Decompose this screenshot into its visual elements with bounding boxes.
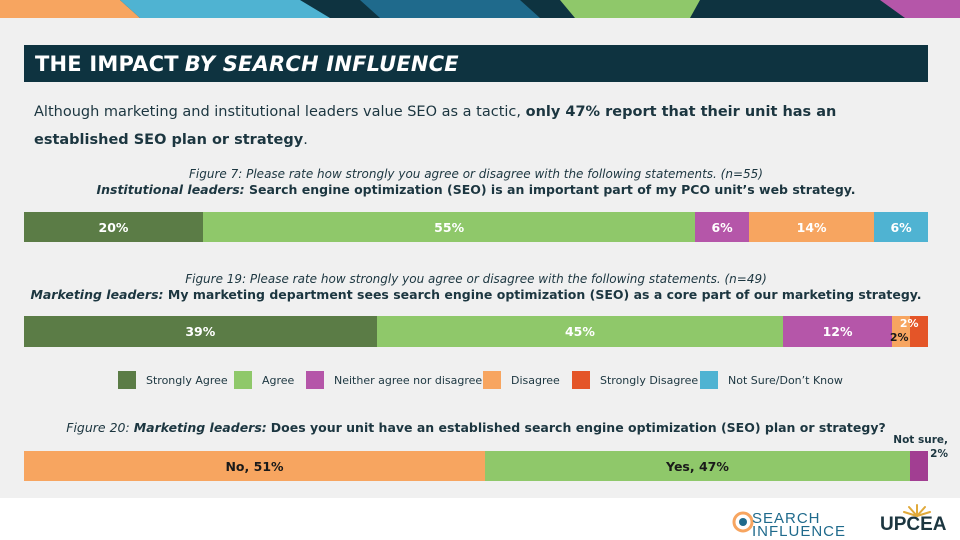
bar-data-label: 14% bbox=[796, 219, 827, 235]
figure-7-subject: Institutional leaders: bbox=[96, 182, 245, 197]
bar-data-label: 55% bbox=[434, 219, 465, 235]
legend-swatch bbox=[572, 371, 590, 389]
legend-swatch bbox=[306, 371, 324, 389]
bar-segment-yes: Yes, 47% bbox=[485, 451, 910, 481]
bar-data-label: 6% bbox=[711, 219, 733, 235]
legend-label: Strongly Agree bbox=[146, 373, 228, 387]
page-title: THE IMPACT BY SEARCH INFLUENCE bbox=[24, 45, 928, 82]
bar-data-label: No, 51% bbox=[225, 458, 284, 474]
legend-item: Agree bbox=[234, 371, 294, 389]
bar-data-label: 20% bbox=[98, 219, 129, 235]
legend-swatch bbox=[118, 371, 136, 389]
legend-swatch bbox=[234, 371, 252, 389]
legend-label: Not Sure/Don’t Know bbox=[728, 373, 843, 387]
search-influence-logo: SEARCH INFLUENCE bbox=[752, 510, 847, 540]
search-influence-logo-icon bbox=[732, 511, 754, 533]
bar-segment-neither-agree-nor-disagree: 12% bbox=[783, 316, 892, 347]
legend-item: Strongly Agree bbox=[118, 371, 228, 389]
title-main: THE IMPACT bbox=[35, 51, 179, 76]
legend-item: Not Sure/Don’t Know bbox=[700, 371, 843, 389]
bar-data-label: 6% bbox=[890, 219, 912, 235]
bar-data-label: 45% bbox=[564, 324, 595, 339]
bar-data-label-strongly-disagree: 2% bbox=[899, 317, 919, 330]
legend-label: Disagree bbox=[511, 373, 560, 387]
figure-20-prefix: Figure 20: bbox=[66, 420, 130, 435]
bar-segment-neither-agree-nor-disagree: 6% bbox=[695, 212, 749, 242]
logo-search-word: SEARCH bbox=[752, 510, 821, 527]
top-decorative-stripe bbox=[0, 0, 960, 18]
intro-plain: Although marketing and institutional lea… bbox=[34, 104, 526, 120]
figure-7-statement: Institutional leaders: Search engine opt… bbox=[24, 182, 928, 198]
bar-segment-strongly-agree: 39% bbox=[24, 316, 377, 347]
bar-data-label: Yes, 47% bbox=[666, 458, 729, 474]
bar-segment-not-sure-don-t-know: 6% bbox=[874, 212, 928, 242]
bar-segment-disagree bbox=[891, 316, 910, 347]
legend: Strongly Agree Agree Neither agree nor dis… bbox=[0, 371, 960, 391]
figure-20-bar: No, 51% Yes, 47% bbox=[24, 451, 928, 481]
bar-data-label: 12% bbox=[822, 324, 853, 339]
intro-paragraph: Although marketing and institutional lea… bbox=[34, 98, 914, 154]
bar-segment-not-sure bbox=[909, 451, 928, 481]
figure-20-caption: Figure 20: Marketing leaders: Does your … bbox=[24, 420, 928, 435]
figure-19-subject: Marketing leaders: bbox=[30, 287, 164, 302]
bar-segment-strongly-disagree bbox=[909, 316, 928, 347]
legend-item: Strongly Disagree bbox=[572, 371, 698, 389]
figure-19-bar: 39% 45% 12% bbox=[24, 316, 928, 347]
not-sure-label-line2: 2% bbox=[930, 448, 948, 460]
figure-19-statement: Marketing leaders: My marketing departme… bbox=[24, 287, 928, 303]
figure-20-not-sure-label: Not sure, 2% bbox=[893, 433, 948, 461]
figure-19-caption: Figure 19: Please rate how strongly you … bbox=[185, 272, 767, 286]
legend-swatch bbox=[483, 371, 501, 389]
logo-influence-word: INFLUENCE bbox=[752, 523, 847, 540]
figure-20-subject: Marketing leaders: bbox=[133, 420, 267, 435]
bar-data-label-disagree: 2% bbox=[889, 331, 909, 344]
bar-segment-strongly-agree: 20% bbox=[24, 212, 203, 242]
bar-segment-agree: 45% bbox=[376, 316, 784, 347]
bar-segment-disagree: 14% bbox=[748, 212, 875, 242]
bar-segment-agree: 55% bbox=[203, 212, 696, 242]
intro-end: . bbox=[303, 132, 308, 148]
figure-7-bar: 20% 55% 6% 14% 6% bbox=[24, 212, 928, 242]
figure-7-caption: Figure 7: Please rate how strongly you a… bbox=[189, 167, 763, 181]
legend-item: Disagree bbox=[483, 371, 560, 389]
figure-19-statement-text: My marketing department sees search engi… bbox=[167, 287, 922, 302]
legend-label: Agree bbox=[262, 373, 295, 387]
legend-item: Neither agree nor disagree bbox=[306, 371, 482, 389]
bar-segment-no: No, 51% bbox=[24, 451, 486, 481]
not-sure-label-line1: Not sure, bbox=[893, 434, 948, 446]
legend-label: Strongly Disagree bbox=[600, 373, 699, 387]
upcea-sunburst-icon bbox=[903, 504, 931, 517]
upcea-logo: UPCEA bbox=[880, 514, 947, 535]
legend-swatch bbox=[700, 371, 718, 389]
title-emphasis: BY SEARCH INFLUENCE bbox=[184, 51, 459, 76]
content-panel bbox=[0, 18, 960, 498]
figure-20-question: Does your unit have an established searc… bbox=[270, 420, 886, 435]
bar-data-label: 39% bbox=[185, 324, 216, 339]
intro-bold: only 47% report that their unit has an e… bbox=[34, 104, 837, 148]
legend-label: Neither agree nor disagree bbox=[334, 373, 483, 387]
figure-7-statement-text: Search engine optimization (SEO) is an i… bbox=[249, 182, 856, 197]
